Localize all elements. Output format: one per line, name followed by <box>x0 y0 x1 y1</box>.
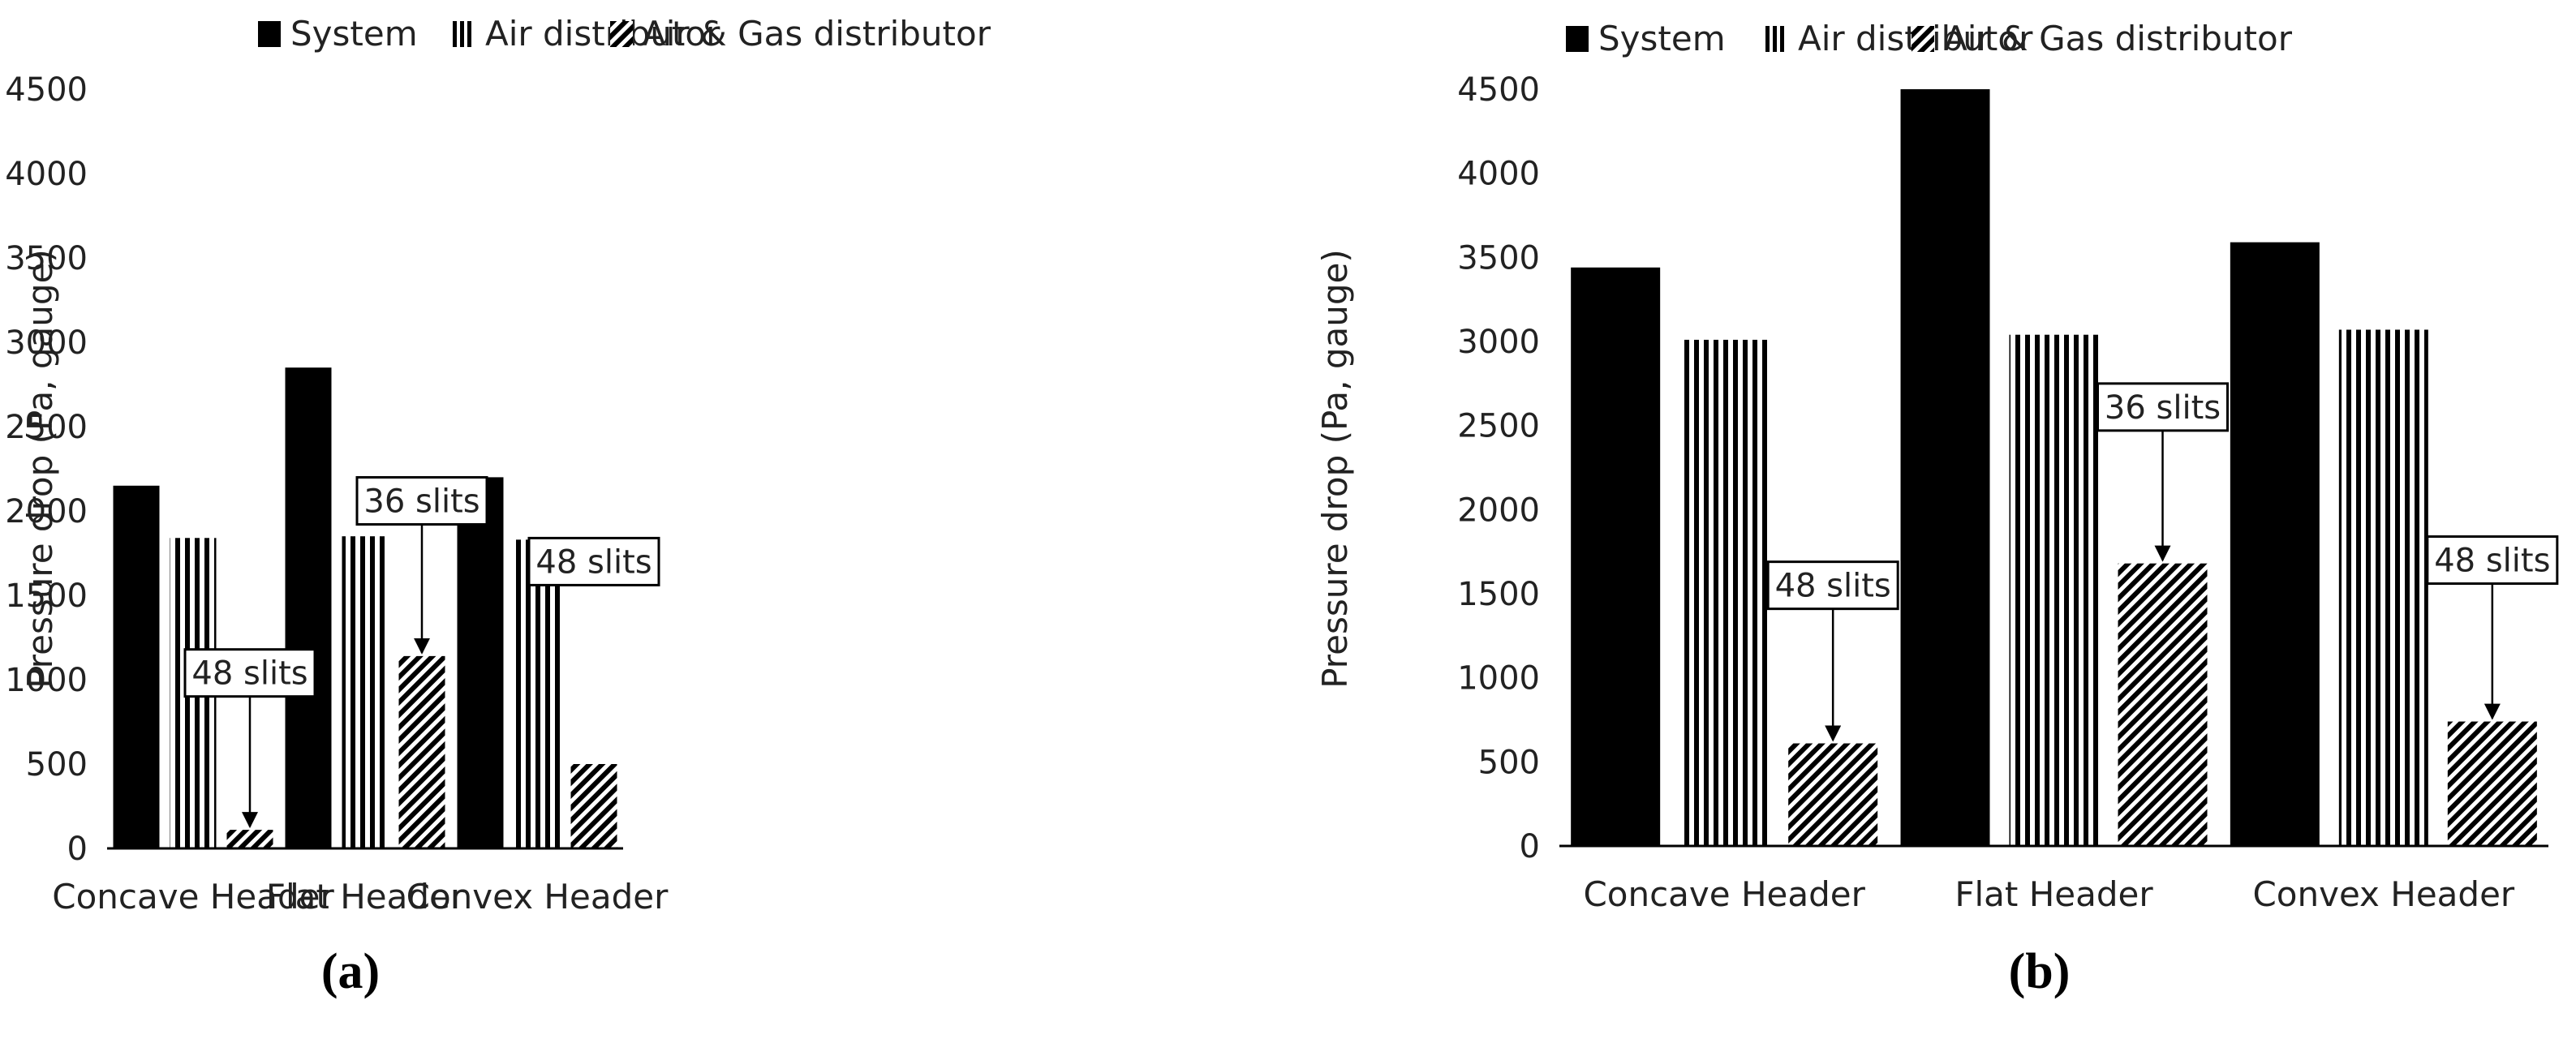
legend-swatch-stripe <box>1780 26 1784 52</box>
bar-system <box>1571 267 1661 847</box>
annotation-box <box>183 648 316 698</box>
legend-swatch-air-gas-distributor <box>610 21 633 47</box>
y-tick-label: 0 <box>1520 828 1540 865</box>
y-tick-label: 500 <box>1478 744 1540 781</box>
bar-system <box>1900 89 1990 846</box>
annotation-callout: 48 slits <box>1766 560 1899 742</box>
y-tick-label: 2000 <box>1457 492 1540 529</box>
bar-air-gas-distributor <box>226 830 273 848</box>
legend-swatch-air-distributor <box>453 21 471 47</box>
legend-swatch-stripe <box>453 21 457 47</box>
x-category-label: Flat Header <box>266 877 465 917</box>
annotation-box <box>2096 382 2229 432</box>
y-tick-label: 3500 <box>1457 239 1540 277</box>
bar-system <box>2230 242 2320 846</box>
legend-swatch-system <box>1566 26 1589 52</box>
legend-label: System <box>290 14 418 54</box>
bar-air-gas-distributor <box>2118 563 2208 846</box>
annotation-label: 36 slits <box>363 483 480 521</box>
y-tick-label: 500 <box>26 746 88 784</box>
y-tick-label: 1500 <box>5 577 88 615</box>
y-tick-label: 4500 <box>1457 71 1540 109</box>
y-tick-label: 3000 <box>1457 324 1540 361</box>
y-tick-label: 4000 <box>1457 156 1540 193</box>
y-tick-label: 3000 <box>5 324 88 362</box>
y-tick-label: 1000 <box>1457 660 1540 698</box>
y-tick-label: 3500 <box>5 240 88 277</box>
panel-label: (a) <box>321 944 380 999</box>
annotation-label: 48 slits <box>2434 543 2550 580</box>
legend-swatch-stripe <box>460 21 464 47</box>
legend-label: Air distributor <box>485 14 720 54</box>
bar-air-distributor <box>514 539 561 848</box>
annotation-callout: 36 slits <box>355 476 488 655</box>
panel-label: (b) <box>2009 944 2071 999</box>
y-tick-label: 4500 <box>5 71 88 109</box>
x-category-label: Concave Header <box>1583 874 1865 914</box>
x-category-label: Convex Header <box>2252 874 2514 914</box>
annotation-callout: 48 slits <box>183 648 316 829</box>
annotation-callout: 48 slits <box>527 536 660 586</box>
legend-swatch-stripe <box>1773 26 1777 52</box>
x-category-label: Concave Header <box>52 877 334 917</box>
bar-air-distributor <box>2338 329 2428 846</box>
bar-air-distributor <box>1679 339 1770 847</box>
bar-air-gas-distributor <box>398 655 445 848</box>
annotation-box <box>527 536 660 586</box>
legend-label: Air & Gas distributor <box>1944 19 2293 58</box>
annotation-callout: 36 slits <box>2096 382 2229 562</box>
legend-label: Air & Gas distributor <box>643 14 991 54</box>
y-tick-label: 1500 <box>1457 576 1540 613</box>
y-tick-label: 2000 <box>5 493 88 530</box>
legend-swatch-stripe <box>1765 26 1770 52</box>
y-tick-label: 0 <box>67 831 88 868</box>
y-axis-title: Pressure drop (Pa, gauge) <box>20 249 60 689</box>
y-tick-label: 4000 <box>5 156 88 193</box>
annotation-label: 48 slits <box>535 543 652 581</box>
y-tick-label: 2500 <box>1457 408 1540 445</box>
y-axis-title: Pressure drop (Pa, gauge) <box>1315 249 1355 689</box>
bar-air-gas-distributor <box>1788 743 1878 846</box>
x-category-label: Flat Header <box>1955 874 2153 914</box>
legend-swatch-air-distributor <box>1765 26 1784 52</box>
y-tick-label: 1000 <box>5 662 88 699</box>
bar-air-distributor <box>342 536 389 848</box>
annotation-label: 48 slits <box>191 655 307 693</box>
bar-system <box>457 477 504 848</box>
legend-label: System <box>1598 19 1726 58</box>
legend-swatch-system <box>258 21 281 47</box>
bar-system <box>113 485 160 848</box>
y-tick-label: 2500 <box>5 409 88 446</box>
bar-air-distributor <box>2009 334 2099 846</box>
annotation-box <box>2426 535 2559 586</box>
legend-swatch-stripe <box>467 21 471 47</box>
bar-air-gas-distributor <box>2447 721 2537 846</box>
bar-air-gas-distributor <box>570 764 617 848</box>
annotation-callout: 48 slits <box>2426 535 2559 720</box>
bar-system <box>285 367 332 848</box>
annotation-label: 36 slits <box>2105 389 2221 427</box>
annotation-label: 48 slits <box>1775 568 1891 605</box>
x-category-label: Convex Header <box>406 877 669 917</box>
legend-swatch-air-gas-distributor <box>1912 26 1934 52</box>
